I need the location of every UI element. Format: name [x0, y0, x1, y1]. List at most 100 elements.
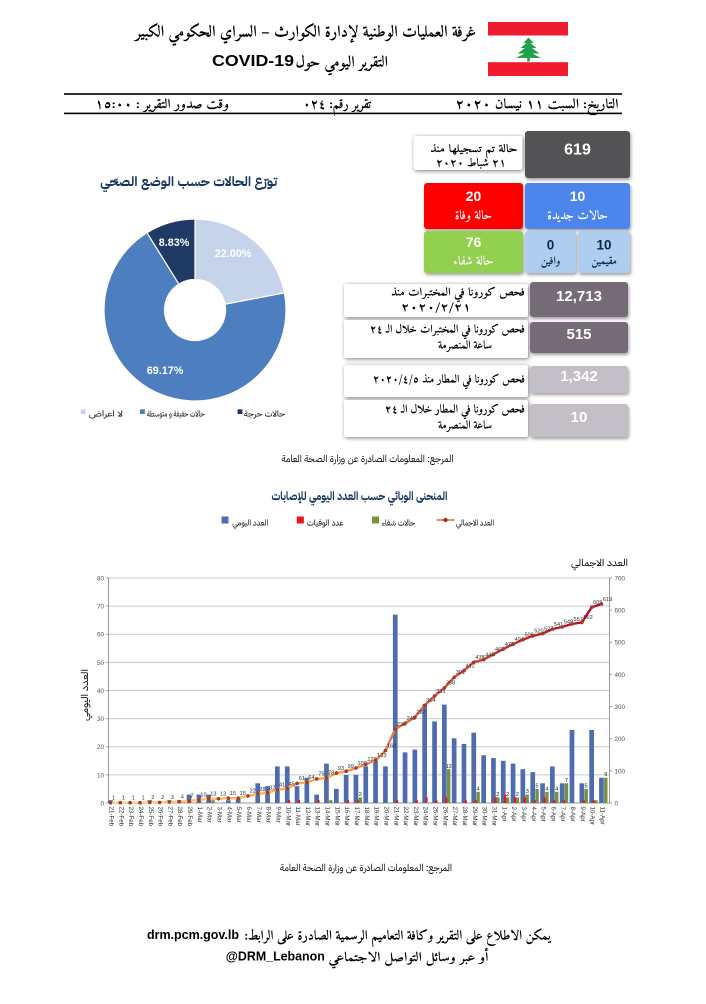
svg-text:27-Feb: 27-Feb — [166, 807, 173, 827]
svg-text:5: 5 — [536, 783, 539, 789]
svg-text:28: 28 — [259, 787, 265, 793]
svg-text:29-Mar: 29-Mar — [471, 807, 478, 827]
svg-text:515: 515 — [566, 326, 591, 343]
svg-text:15: 15 — [230, 791, 236, 797]
svg-text:10: 10 — [571, 409, 588, 426]
svg-text:14-Mar: 14-Mar — [324, 807, 331, 827]
svg-text:20-Mar: 20-Mar — [382, 807, 389, 827]
svg-text:541: 541 — [554, 622, 563, 628]
svg-text:1: 1 — [141, 795, 144, 801]
svg-text:78: 78 — [328, 771, 334, 777]
svg-text:13: 13 — [220, 792, 226, 798]
svg-text:25-Feb: 25-Feb — [147, 807, 154, 827]
svg-text:1: 1 — [132, 795, 135, 801]
svg-text:267: 267 — [416, 710, 425, 716]
svg-text:45: 45 — [289, 781, 295, 787]
svg-text:9-Apr: 9-Apr — [579, 807, 586, 822]
svg-text:13: 13 — [210, 792, 216, 798]
svg-text:133: 133 — [377, 753, 386, 759]
svg-text:500: 500 — [615, 640, 626, 647]
svg-text:412: 412 — [466, 663, 475, 669]
svg-text:70: 70 — [97, 604, 105, 611]
svg-text:28-Feb: 28-Feb — [176, 807, 183, 827]
svg-text:2: 2 — [516, 792, 519, 798]
svg-text:COVID-19: COVID-19 — [212, 53, 294, 70]
svg-text:1-Mar: 1-Mar — [196, 807, 203, 823]
svg-text:358: 358 — [446, 681, 455, 687]
svg-text:479: 479 — [505, 642, 514, 648]
svg-text:32: 32 — [269, 786, 275, 792]
svg-text:22-Feb: 22-Feb — [117, 807, 124, 827]
svg-text:23-Mar: 23-Mar — [412, 807, 419, 827]
svg-text:0: 0 — [100, 800, 104, 807]
svg-text:10: 10 — [596, 238, 611, 253]
svg-text:20: 20 — [97, 744, 105, 751]
svg-text:20: 20 — [466, 188, 482, 204]
svg-text:163: 163 — [387, 743, 396, 749]
svg-text:69.17%: 69.17% — [147, 365, 184, 377]
svg-text:9-Mar: 9-Mar — [274, 807, 281, 823]
svg-text:27-Mar: 27-Mar — [451, 807, 458, 827]
svg-text:19-Mar: 19-Mar — [373, 807, 380, 827]
svg-text:4: 4 — [555, 786, 558, 792]
svg-text:619: 619 — [564, 142, 591, 159]
svg-text:527: 527 — [544, 626, 553, 632]
svg-text:8-Mar: 8-Mar — [265, 807, 272, 823]
svg-text:600: 600 — [615, 608, 626, 615]
svg-text:6-Mar: 6-Mar — [245, 807, 252, 823]
svg-text:548: 548 — [564, 620, 573, 626]
svg-text:15-Mar: 15-Mar — [333, 807, 340, 827]
svg-text:10: 10 — [570, 188, 586, 204]
svg-text:2: 2 — [496, 792, 499, 798]
svg-text:30: 30 — [97, 716, 105, 723]
svg-text:391: 391 — [456, 670, 465, 676]
svg-text:75: 75 — [318, 772, 324, 778]
svg-text:12: 12 — [446, 764, 452, 770]
svg-text:drm.pcm.gov.lb: drm.pcm.gov.lb — [147, 927, 239, 942]
svg-text:7: 7 — [191, 794, 194, 800]
svg-text:18-Mar: 18-Mar — [363, 807, 370, 827]
svg-text:12,713: 12,713 — [556, 288, 602, 305]
svg-text:494: 494 — [515, 637, 524, 643]
svg-text:93: 93 — [338, 766, 344, 772]
svg-text:7-Apr: 7-Apr — [559, 807, 566, 822]
svg-text:2: 2 — [359, 792, 362, 798]
svg-text:6-Apr: 6-Apr — [549, 807, 556, 822]
svg-text:2-Mar: 2-Mar — [206, 807, 213, 823]
svg-text:4: 4 — [545, 786, 548, 792]
svg-text:17-Mar: 17-Mar — [353, 807, 360, 827]
svg-text:109: 109 — [358, 761, 367, 767]
svg-text:8-Apr: 8-Apr — [569, 807, 576, 822]
svg-text:22: 22 — [249, 789, 255, 795]
svg-text:80: 80 — [97, 575, 105, 582]
svg-text:1-Apr: 1-Apr — [500, 807, 507, 822]
svg-text:446: 446 — [485, 652, 494, 658]
svg-text:2: 2 — [506, 792, 509, 798]
svg-text:0: 0 — [615, 800, 619, 807]
svg-text:28-Mar: 28-Mar — [461, 807, 468, 827]
svg-text:11-Apr: 11-Apr — [599, 807, 606, 825]
svg-text:2: 2 — [151, 795, 154, 801]
svg-text:2: 2 — [161, 795, 164, 801]
svg-text:3: 3 — [526, 789, 529, 795]
svg-text:4: 4 — [181, 795, 184, 801]
svg-text:26-Feb: 26-Feb — [157, 807, 164, 827]
svg-text:557: 557 — [574, 617, 583, 623]
svg-text:25-Mar: 25-Mar — [432, 807, 439, 827]
svg-text:21-Mar: 21-Mar — [392, 807, 399, 827]
svg-text:562: 562 — [583, 615, 592, 621]
svg-text:3: 3 — [171, 795, 174, 801]
svg-text:31-Mar: 31-Mar — [490, 807, 497, 827]
svg-text:23-Feb: 23-Feb — [127, 807, 134, 827]
svg-text:12-Mar: 12-Mar — [304, 807, 311, 827]
svg-text:7-Mar: 7-Mar — [255, 807, 262, 823]
svg-text:1: 1 — [122, 795, 125, 801]
svg-text:10: 10 — [97, 772, 105, 779]
svg-text:29-Feb: 29-Feb — [186, 807, 193, 827]
svg-text:619: 619 — [603, 597, 612, 603]
svg-text:508: 508 — [524, 633, 533, 639]
svg-text:21-Feb: 21-Feb — [108, 807, 115, 827]
svg-text:2-Apr: 2-Apr — [510, 807, 517, 822]
svg-text:8.83%: 8.83% — [159, 237, 190, 249]
svg-text:5-Mar: 5-Mar — [235, 807, 242, 823]
